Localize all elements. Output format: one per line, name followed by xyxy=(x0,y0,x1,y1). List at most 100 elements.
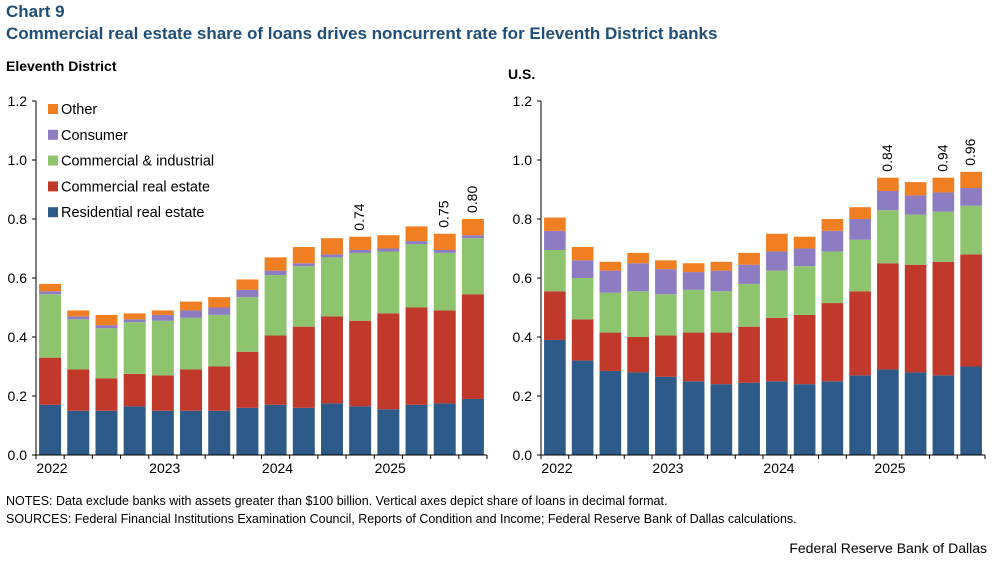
bar-segment-other xyxy=(39,283,62,292)
legend-label: Other xyxy=(61,102,97,118)
bar-segment-residential-real-estate xyxy=(821,381,844,455)
bar-segment-other xyxy=(793,236,816,249)
bar-segment-consumer xyxy=(599,270,622,293)
x-tick-label: 2025 xyxy=(874,460,905,476)
bar-segment-other xyxy=(849,207,871,219)
bar-segment-commercial-real-estate xyxy=(710,332,733,385)
bar-segment-commercial-industrial xyxy=(655,294,677,336)
bar-segment-commercial-industrial xyxy=(710,291,733,333)
bar-segment-commercial-real-estate xyxy=(793,314,816,385)
chart-number: Chart 9 xyxy=(6,2,65,21)
y-tick-label: 0.6 xyxy=(513,270,533,286)
x-tick-label: 2023 xyxy=(149,460,180,476)
bar-segment-residential-real-estate xyxy=(599,370,622,455)
bar-segment-residential-real-estate xyxy=(627,372,649,455)
bar-segment-commercial-industrial xyxy=(39,294,62,358)
bar-segment-other xyxy=(571,247,594,261)
bar-segment-consumer xyxy=(264,270,287,276)
bar-segment-residential-real-estate xyxy=(433,403,456,456)
bar-segment-consumer xyxy=(208,307,231,315)
panel-title-us: U.S. xyxy=(508,66,536,82)
legend-label: Consumer xyxy=(61,128,128,144)
bar-segment-residential-real-estate xyxy=(377,409,400,455)
bar-segment-commercial-industrial xyxy=(821,251,844,304)
bar-segment-consumer xyxy=(236,289,259,298)
bar-segment-residential-real-estate xyxy=(264,404,287,455)
y-tick-label: 0.2 xyxy=(513,388,533,404)
bar-segment-consumer xyxy=(544,230,566,250)
bar-total-label: 0.80 xyxy=(464,186,480,213)
bar-segment-residential-real-estate xyxy=(544,339,566,455)
bar-segment-commercial-real-estate xyxy=(39,357,62,405)
bar-segment-residential-real-estate xyxy=(180,410,203,455)
bar-segment-other xyxy=(236,279,259,290)
bar-segment-consumer xyxy=(849,219,871,240)
legend-swatch xyxy=(48,181,58,192)
bar-segment-consumer xyxy=(405,241,428,245)
bar-segment-commercial-industrial xyxy=(599,292,622,333)
bar-segment-consumer xyxy=(821,230,844,252)
bar-segment-commercial-industrial xyxy=(320,257,343,317)
bar-segment-commercial-industrial xyxy=(738,283,760,327)
bar-segment-commercial-real-estate xyxy=(320,316,343,404)
bar-segment-commercial-real-estate xyxy=(67,369,90,411)
y-tick-label: 0.6 xyxy=(8,270,28,286)
bar-segment-commercial-real-estate xyxy=(738,326,760,383)
bar-segment-consumer xyxy=(710,270,733,292)
bar-segment-consumer xyxy=(960,188,982,206)
bar-segment-consumer xyxy=(349,249,372,253)
bar-segment-residential-real-estate xyxy=(349,406,372,455)
bar-segment-residential-real-estate xyxy=(95,410,118,455)
y-tick-label: 0.8 xyxy=(8,211,28,227)
bar-segment-commercial-real-estate xyxy=(627,337,649,373)
bar-segment-other xyxy=(960,171,982,189)
bar-segment-consumer xyxy=(655,269,677,295)
legend-label: Residential real estate xyxy=(61,205,204,221)
bar-segment-commercial-industrial xyxy=(405,244,428,308)
bar-segment-commercial-real-estate xyxy=(571,319,594,361)
bar-segment-other xyxy=(180,301,203,311)
bar-segment-commercial-industrial xyxy=(151,320,174,376)
bar-segment-consumer xyxy=(67,316,90,320)
chart-panel-eleventh-district: 0.0 0.2 0.4 0.6 0.8 1.0 1.2 2022 2023 2024 2025 0.7… xyxy=(8,93,488,476)
bar-segment-residential-real-estate xyxy=(405,404,428,455)
bar-segment-commercial-real-estate xyxy=(405,307,428,405)
bar-total-label: 0.96 xyxy=(962,138,978,165)
bar-segment-other xyxy=(710,261,733,271)
bar-segment-commercial-industrial xyxy=(123,322,146,374)
bar-segment-consumer xyxy=(793,248,816,267)
bar-segment-residential-real-estate xyxy=(932,375,955,455)
bar-segment-residential-real-estate xyxy=(320,403,343,456)
y-tick-label: 1.0 xyxy=(513,152,533,168)
bar-segment-consumer xyxy=(461,235,484,239)
y-tick-label: 0.8 xyxy=(513,211,533,227)
bar-segment-commercial-real-estate xyxy=(433,310,456,404)
bar-segment-other xyxy=(932,177,955,193)
bar-segment-commercial-real-estate xyxy=(377,313,400,410)
bar-segment-commercial-industrial xyxy=(793,266,816,315)
legend-swatch xyxy=(48,129,58,140)
bar-segment-residential-real-estate xyxy=(766,381,788,455)
bar-segment-commercial-industrial xyxy=(264,275,287,336)
bar-segment-other xyxy=(67,310,90,317)
bar-segment-other xyxy=(599,261,622,271)
bar-segment-consumer xyxy=(95,325,118,329)
y-tick-label: 0.2 xyxy=(8,388,28,404)
bar-segment-commercial-industrial xyxy=(627,291,649,337)
bar-segment-consumer xyxy=(433,249,456,253)
bar-segment-residential-real-estate xyxy=(461,398,484,455)
bar-segment-consumer xyxy=(682,272,705,290)
x-tick-label: 2025 xyxy=(375,460,406,476)
legend: Other Consumer Commercial & industrial Comm… xyxy=(48,102,214,221)
bar-segment-other xyxy=(405,226,428,242)
bar-segment-consumer xyxy=(377,248,400,252)
bar-segment-commercial-real-estate xyxy=(544,291,566,340)
bar-segment-consumer xyxy=(39,291,62,295)
sources-text: SOURCES: Federal Financial Institutions … xyxy=(6,512,797,526)
bar-segment-commercial-industrial xyxy=(349,252,372,321)
x-tick-label: 2024 xyxy=(262,460,293,476)
y-tick-label: 1.0 xyxy=(8,152,28,168)
notes-text: NOTES: Data exclude banks with assets gr… xyxy=(6,494,668,508)
bar-segment-commercial-industrial xyxy=(960,205,982,255)
